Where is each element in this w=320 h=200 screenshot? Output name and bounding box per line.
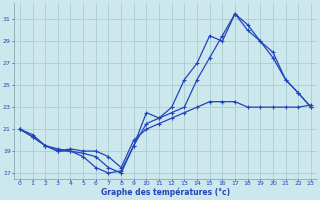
X-axis label: Graphe des températures (°c): Graphe des températures (°c) bbox=[101, 188, 230, 197]
